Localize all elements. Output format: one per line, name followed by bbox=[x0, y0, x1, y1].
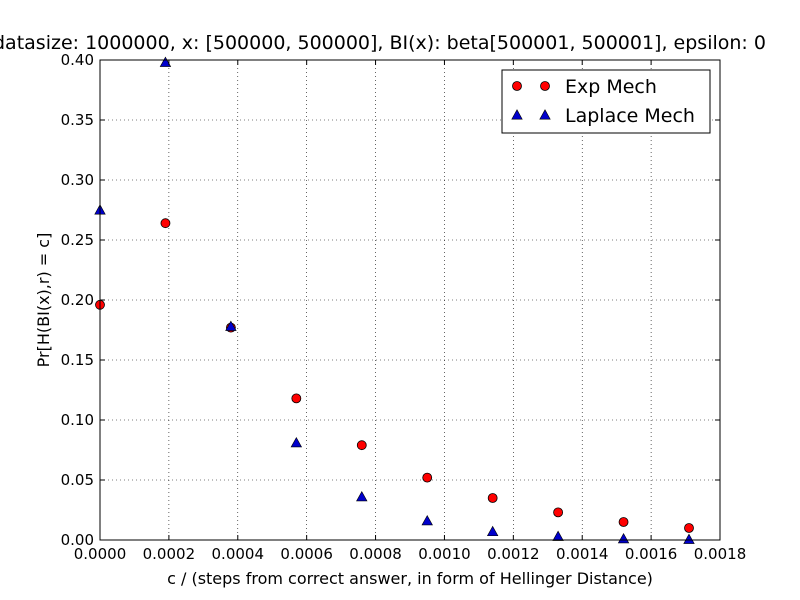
legend-entry: Exp Mech bbox=[512, 76, 657, 98]
legend-marker bbox=[511, 109, 523, 120]
chart-title: datasize: 1000000, x: [500000, 500000], … bbox=[0, 32, 766, 54]
laplace-mech-point bbox=[552, 530, 564, 541]
y-tick-label: 0.30 bbox=[61, 171, 94, 189]
x-tick-label: 0.0010 bbox=[418, 545, 471, 563]
x-tick-label: 0.0016 bbox=[625, 545, 678, 563]
legend-marker bbox=[512, 81, 522, 91]
laplace-mech-point bbox=[356, 490, 368, 502]
exp-mech-point bbox=[618, 517, 629, 527]
legend-box bbox=[501, 69, 711, 134]
y-tick-label: 0.05 bbox=[61, 471, 94, 489]
x-axis-label: c / (steps from correct answer, in form … bbox=[167, 569, 653, 588]
x-tick-label: 0.0004 bbox=[212, 545, 265, 563]
laplace-mech-point bbox=[290, 436, 303, 448]
legend-marker bbox=[540, 81, 550, 91]
legend: Exp Mech Laplace Mech bbox=[501, 69, 711, 134]
y-tick-label: 0.25 bbox=[61, 231, 94, 249]
x-tick-label: 0.0014 bbox=[556, 545, 609, 563]
x-tick-label: 0.0006 bbox=[280, 545, 333, 563]
y-tick-label: 0.40 bbox=[61, 51, 94, 69]
x-tick-label: 0.0008 bbox=[349, 545, 402, 563]
x-tick-label: 0.0002 bbox=[143, 545, 196, 563]
exp-mech-point bbox=[291, 393, 302, 404]
x-tick-label: 0.0012 bbox=[487, 545, 540, 563]
laplace-mech-point bbox=[486, 525, 499, 537]
y-axis-label: Pr[H(BI(x),r) = c] bbox=[34, 233, 53, 368]
exp-mech-point bbox=[553, 507, 564, 518]
exp-mech-point bbox=[356, 440, 367, 451]
legend-entry: Laplace Mech bbox=[511, 105, 695, 127]
x-tick-label: 0.0018 bbox=[694, 545, 747, 563]
laplace-mech-point bbox=[617, 532, 630, 544]
exp-mech-point bbox=[487, 493, 498, 503]
ticks: 0.0000 0.0002 0.0004 0.0006 0.0008 0.0010 0.00… bbox=[61, 51, 747, 563]
laplace-mech-point bbox=[683, 533, 695, 544]
y-tick-label: 0.15 bbox=[61, 351, 94, 369]
laplace-mech-point bbox=[421, 514, 433, 526]
y-tick-label: 0.10 bbox=[61, 411, 94, 429]
y-tick-label: 0.20 bbox=[61, 291, 94, 309]
y-tick-label: 0.35 bbox=[61, 111, 94, 129]
legend-label: Exp Mech bbox=[565, 76, 657, 98]
legend-marker bbox=[539, 109, 551, 120]
x-tick-label: 0.0000 bbox=[74, 545, 127, 563]
laplace-mech-point bbox=[225, 320, 237, 331]
exp-mech-point bbox=[684, 523, 694, 533]
legend-label: Laplace Mech bbox=[565, 105, 695, 127]
exp-mech-point bbox=[160, 218, 171, 229]
exp-mech-point bbox=[422, 472, 433, 483]
y-tick-label: 0.00 bbox=[61, 531, 94, 549]
laplace-mech-point bbox=[159, 56, 172, 67]
